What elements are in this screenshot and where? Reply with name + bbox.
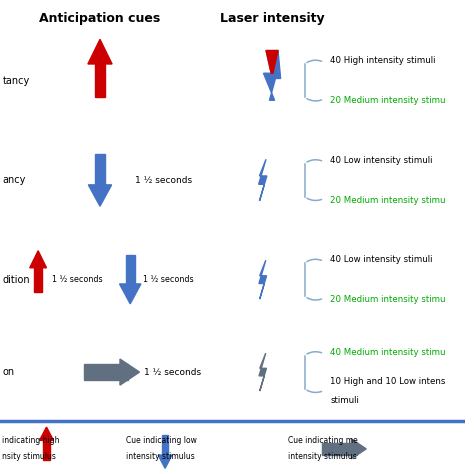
Text: on: on <box>2 367 14 377</box>
Polygon shape <box>266 51 278 73</box>
Text: 40 Medium intensity stimu: 40 Medium intensity stimu <box>330 348 446 356</box>
Polygon shape <box>30 251 46 268</box>
Text: Laser intensity: Laser intensity <box>220 12 324 26</box>
Polygon shape <box>119 284 141 304</box>
Text: 1 ½ seconds: 1 ½ seconds <box>143 275 194 284</box>
Polygon shape <box>88 39 112 64</box>
Bar <box>162 435 168 455</box>
Polygon shape <box>39 427 54 440</box>
Text: dition: dition <box>2 274 30 285</box>
Polygon shape <box>88 185 111 206</box>
Polygon shape <box>264 51 281 100</box>
Text: ancy: ancy <box>2 175 26 185</box>
Bar <box>35 268 42 292</box>
Text: intensity stimulus: intensity stimulus <box>126 452 194 461</box>
Text: stimuli: stimuli <box>330 396 359 405</box>
Bar <box>322 443 357 455</box>
Text: tancy: tancy <box>2 75 29 86</box>
Text: 40 Low intensity stimuli: 40 Low intensity stimuli <box>330 156 433 164</box>
Bar <box>95 154 105 185</box>
Text: Cue indicating me: Cue indicating me <box>288 437 358 445</box>
Text: 1 ½ seconds: 1 ½ seconds <box>135 176 192 184</box>
Polygon shape <box>351 439 366 459</box>
Polygon shape <box>259 159 267 201</box>
Text: indicating high: indicating high <box>2 437 60 445</box>
Text: 1 ½ seconds: 1 ½ seconds <box>52 275 103 284</box>
Text: 20 Medium intensity stimu: 20 Medium intensity stimu <box>330 295 446 304</box>
Bar <box>95 64 105 97</box>
Text: 40 High intensity stimuli: 40 High intensity stimuli <box>330 56 436 65</box>
Bar <box>126 255 135 284</box>
Polygon shape <box>259 353 266 391</box>
Text: nsity stimulus: nsity stimulus <box>2 452 56 461</box>
Text: 10 High and 10 Low intens: 10 High and 10 Low intens <box>330 377 446 386</box>
Polygon shape <box>120 359 139 385</box>
Text: 1 ½ seconds: 1 ½ seconds <box>144 368 201 376</box>
Text: 20 Medium intensity stimu: 20 Medium intensity stimu <box>330 196 446 204</box>
Bar <box>84 364 128 380</box>
Text: 40 Low intensity stimuli: 40 Low intensity stimuli <box>330 255 433 264</box>
Text: intensity stimulus: intensity stimulus <box>288 452 357 461</box>
Bar <box>43 440 50 460</box>
Polygon shape <box>158 455 172 468</box>
Text: Cue indicating low: Cue indicating low <box>126 437 196 445</box>
Text: 20 Medium intensity stimu: 20 Medium intensity stimu <box>330 96 446 105</box>
Text: Anticipation cues: Anticipation cues <box>39 12 161 26</box>
Polygon shape <box>259 260 266 299</box>
